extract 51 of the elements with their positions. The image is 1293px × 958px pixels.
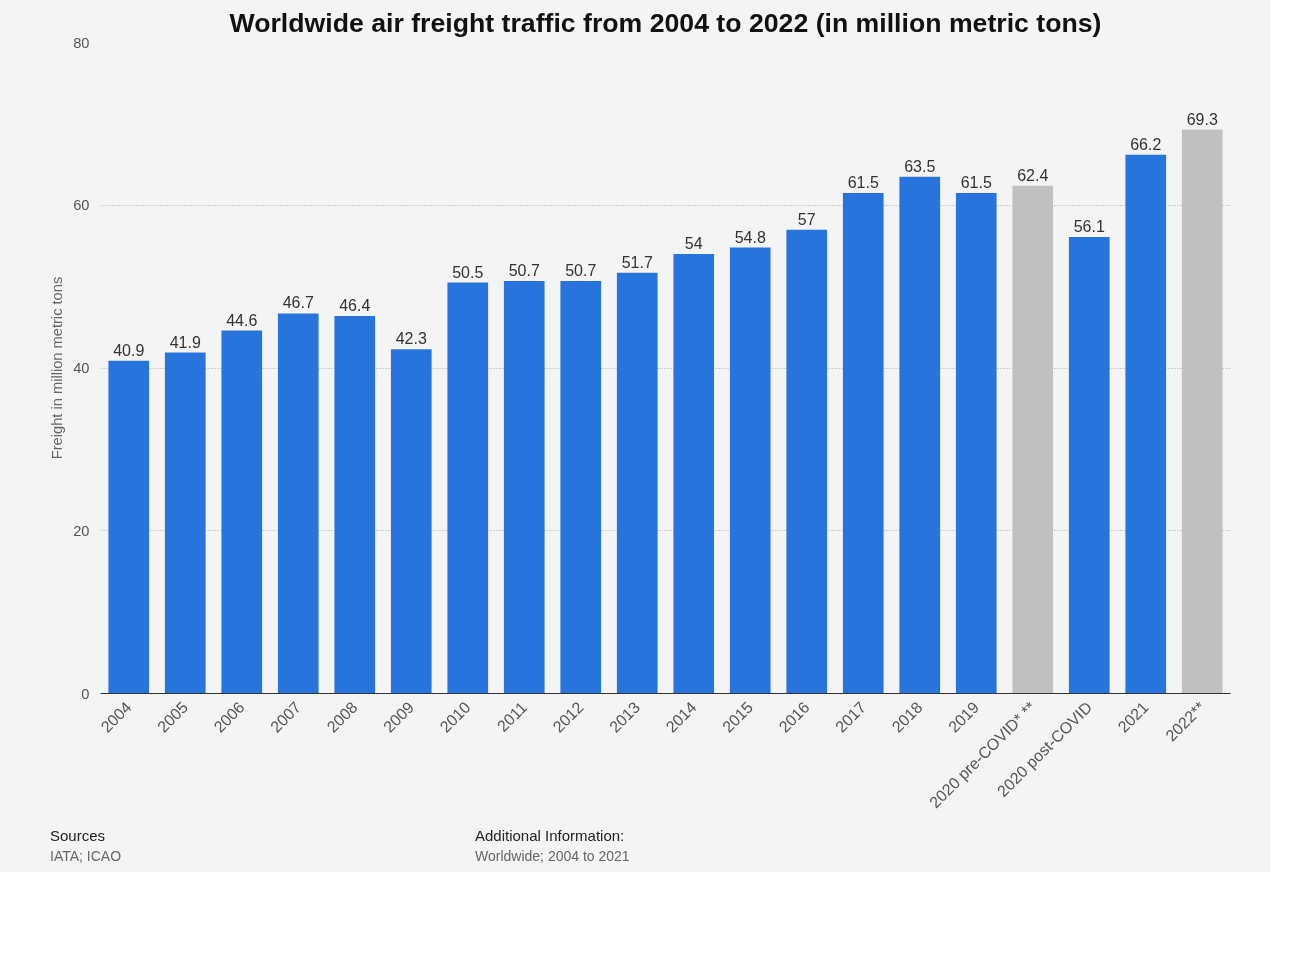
data-label: 61.5	[847, 174, 879, 192]
bar	[390, 349, 432, 694]
bar	[673, 254, 715, 694]
text: Sources	[50, 826, 107, 846]
data-label: 66.2	[1130, 135, 1162, 153]
data-label: 56.1	[1073, 217, 1105, 235]
data-label: 40.9	[113, 341, 145, 359]
bar	[1068, 236, 1110, 694]
data-label: 51.7	[621, 253, 653, 271]
data-label: 50.7	[565, 261, 597, 279]
data-label: 57	[797, 210, 816, 228]
data-label: 50.7	[508, 261, 540, 279]
bar	[786, 229, 828, 694]
data-label: 46.4	[339, 296, 371, 314]
data-label: 61.5	[960, 174, 992, 192]
data-label: 42.3	[395, 330, 427, 348]
text: Worldwide; 2004 to 2021	[475, 847, 630, 867]
bar	[842, 193, 884, 694]
y-axis-title: Freight in million metric tons	[49, 276, 66, 460]
bar	[1125, 154, 1167, 694]
bar	[1181, 129, 1223, 694]
data-label: 50.5	[452, 263, 484, 281]
y-tick-label: 40	[73, 360, 90, 376]
bar	[899, 176, 941, 694]
bar	[164, 352, 206, 694]
y-tick-label: 20	[73, 522, 90, 539]
data-label: 54	[684, 235, 703, 253]
bar	[108, 360, 150, 694]
bar	[277, 313, 319, 694]
bar	[447, 282, 489, 694]
y-tick-label: 60	[73, 197, 90, 214]
chart-title: Worldwide air freight traffic from 2004 to 2022 (in million metric tons)	[229, 7, 1102, 38]
y-tick-label: 0	[81, 685, 90, 702]
bar	[334, 315, 376, 694]
data-label: 63.5	[904, 157, 936, 175]
data-label: 41.9	[169, 333, 201, 351]
bar	[729, 247, 771, 694]
bar	[955, 193, 997, 694]
bar	[1012, 185, 1054, 694]
data-label: 62.4	[1017, 166, 1049, 184]
data-label: 46.7	[282, 294, 314, 312]
text: IATA; ICAO	[50, 847, 122, 867]
data-label: 54.8	[734, 228, 766, 246]
y-tick-label: 80	[73, 34, 90, 51]
bar	[221, 330, 263, 694]
bar	[503, 280, 545, 694]
bar	[560, 280, 602, 694]
data-label: 44.6	[226, 311, 258, 329]
bar	[616, 272, 658, 694]
data-label: 69.3	[1186, 110, 1218, 128]
text: Additional Information:	[475, 826, 626, 846]
